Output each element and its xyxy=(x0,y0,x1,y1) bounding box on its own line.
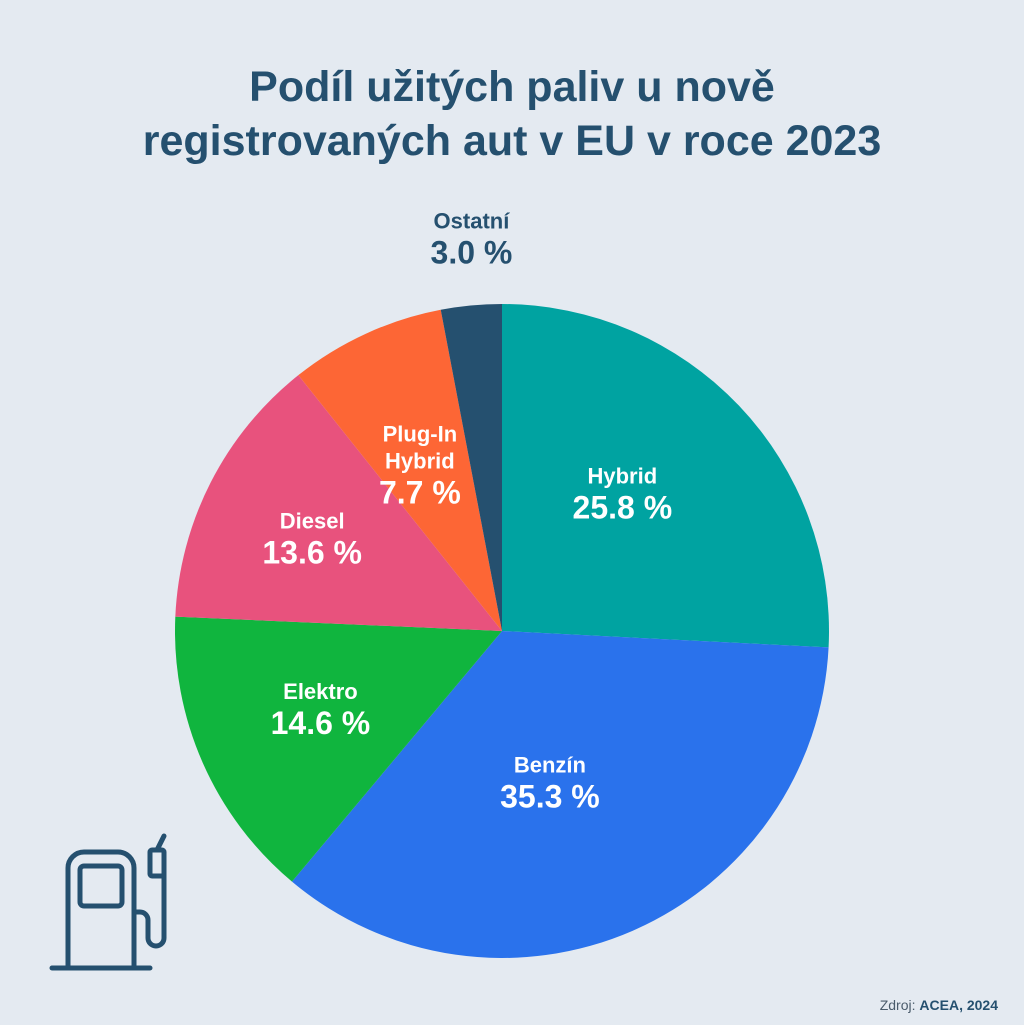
pie-label-name: Diesel xyxy=(280,508,345,533)
pie-label-name: Ostatní xyxy=(434,208,511,233)
pie-label-percent: 3.0 % xyxy=(431,234,513,270)
pie-label-name: Benzín xyxy=(514,752,586,777)
pie-label-name: Plug-In xyxy=(383,422,458,447)
pie-slice-ostatní xyxy=(440,304,502,631)
pie-slice-hybrid xyxy=(502,304,829,648)
source-note: Zdroj: ACEA, 2024 xyxy=(880,997,998,1013)
pie-label-name: Hybrid xyxy=(587,464,657,489)
fuel-pump-icon xyxy=(49,833,167,971)
pie-slice-elektro xyxy=(174,616,502,882)
pie-slice-plug-in-hybrid xyxy=(298,309,502,631)
pie-label-percent: 25.8 % xyxy=(573,490,673,526)
pie-label-percent: 35.3 % xyxy=(500,778,600,814)
pie-label-name: Hybrid xyxy=(385,449,455,474)
pie-label-percent: 14.6 % xyxy=(271,705,371,741)
pie-label-percent: 7.7 % xyxy=(379,475,461,511)
pie-slice-diesel xyxy=(175,375,502,631)
pie-label-name: Elektro xyxy=(283,679,358,704)
source-prefix: Zdroj: xyxy=(879,997,916,1013)
pie-label-percent: 13.6 % xyxy=(262,534,362,570)
chart-title-line-2: registrovaných aut v EU v roce 2023 xyxy=(142,117,882,165)
chart-title: Podíl užitých paliv u nově registrovanýc… xyxy=(0,60,1024,168)
pie-slice-benzín xyxy=(291,631,829,959)
chart-title-line-1: Podíl užitých paliv u nově xyxy=(249,63,775,111)
source-value: ACEA, 2024 xyxy=(919,997,998,1013)
